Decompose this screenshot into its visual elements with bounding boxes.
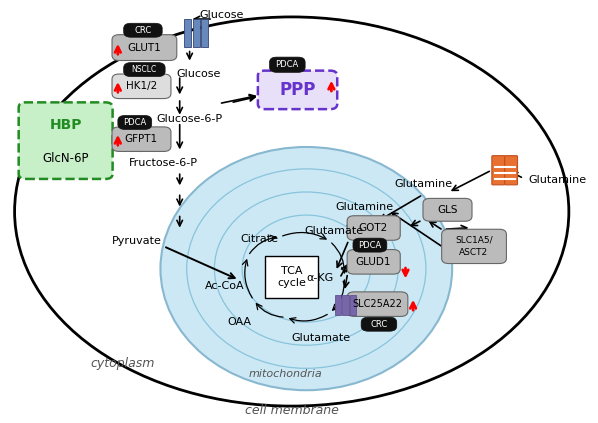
FancyBboxPatch shape	[353, 238, 387, 252]
Bar	[343, 295, 349, 315]
FancyBboxPatch shape	[423, 198, 472, 221]
Bar	[184, 19, 191, 47]
Bar	[202, 19, 208, 47]
Text: Glucose: Glucose	[200, 10, 244, 20]
Bar	[193, 19, 200, 47]
Text: Glucose: Glucose	[176, 69, 221, 79]
FancyBboxPatch shape	[124, 63, 165, 77]
Text: HK1/2: HK1/2	[126, 81, 157, 91]
Text: NSCLC: NSCLC	[132, 65, 157, 74]
FancyBboxPatch shape	[112, 74, 171, 99]
Text: α-KG: α-KG	[306, 273, 333, 283]
Text: PPP: PPP	[279, 81, 316, 99]
Text: PDCA: PDCA	[276, 60, 298, 69]
Text: cell membrane: cell membrane	[245, 404, 338, 417]
Text: TCA
cycle: TCA cycle	[277, 266, 306, 288]
Text: GFPT1: GFPT1	[124, 134, 158, 144]
Text: Glutamate: Glutamate	[304, 225, 364, 236]
Text: CRC: CRC	[135, 25, 151, 35]
FancyBboxPatch shape	[347, 250, 400, 274]
FancyBboxPatch shape	[19, 102, 112, 179]
FancyBboxPatch shape	[361, 317, 396, 331]
Text: HBP: HBP	[50, 118, 82, 132]
FancyBboxPatch shape	[347, 216, 400, 240]
Text: Fructose-6-P: Fructose-6-P	[129, 158, 198, 168]
Text: OAA: OAA	[227, 317, 251, 327]
Text: Pyruvate: Pyruvate	[112, 236, 162, 246]
Bar	[350, 295, 356, 315]
Ellipse shape	[160, 147, 452, 390]
Text: GLS: GLS	[437, 205, 457, 215]
Text: Glutamine: Glutamine	[335, 202, 393, 212]
Text: GOT2: GOT2	[359, 223, 388, 233]
FancyBboxPatch shape	[492, 156, 505, 185]
FancyBboxPatch shape	[505, 156, 517, 185]
FancyBboxPatch shape	[112, 127, 171, 151]
FancyBboxPatch shape	[347, 292, 408, 316]
FancyBboxPatch shape	[118, 115, 152, 129]
Text: Glutamate: Glutamate	[291, 332, 350, 343]
Text: CRC: CRC	[370, 320, 388, 329]
Text: Citrate: Citrate	[240, 234, 279, 244]
Text: GlcN-6P: GlcN-6P	[42, 152, 89, 165]
Text: Glutamine: Glutamine	[529, 175, 587, 185]
Text: cytoplasm: cytoplasm	[90, 357, 155, 370]
FancyBboxPatch shape	[258, 71, 337, 109]
FancyBboxPatch shape	[442, 229, 507, 264]
Text: PDCA: PDCA	[358, 241, 382, 250]
Bar	[266, 256, 318, 298]
Text: GLUD1: GLUD1	[356, 257, 391, 267]
Text: PDCA: PDCA	[123, 118, 147, 127]
FancyBboxPatch shape	[112, 35, 177, 60]
Text: GLUT1: GLUT1	[127, 43, 161, 53]
Bar	[335, 295, 341, 315]
Text: SLC25A22: SLC25A22	[352, 299, 402, 309]
Text: Glucose-6-P: Glucose-6-P	[157, 114, 222, 124]
Text: mitochondria: mitochondria	[249, 369, 323, 379]
FancyBboxPatch shape	[270, 57, 305, 72]
FancyBboxPatch shape	[124, 23, 162, 37]
Text: SLC1A5/
ASCT2: SLC1A5/ ASCT2	[455, 236, 493, 257]
Text: Glutamine: Glutamine	[394, 179, 452, 189]
Text: Ac-CoA: Ac-CoA	[205, 280, 245, 291]
